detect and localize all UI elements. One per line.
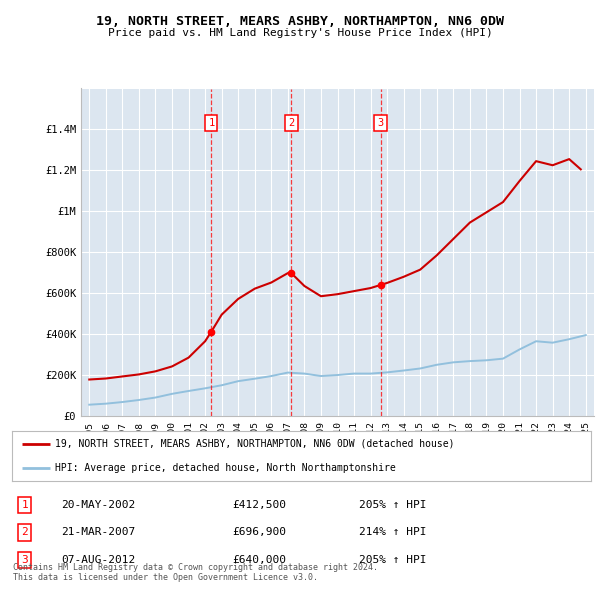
Text: 1: 1 — [22, 500, 28, 510]
Text: 205% ↑ HPI: 205% ↑ HPI — [359, 500, 427, 510]
Text: 214% ↑ HPI: 214% ↑ HPI — [359, 527, 427, 537]
Text: 2: 2 — [22, 527, 28, 537]
Text: 3: 3 — [22, 555, 28, 565]
Text: 205% ↑ HPI: 205% ↑ HPI — [359, 555, 427, 565]
Text: 1: 1 — [208, 118, 215, 128]
Text: 21-MAR-2007: 21-MAR-2007 — [61, 527, 136, 537]
Text: 20-MAY-2002: 20-MAY-2002 — [61, 500, 136, 510]
Text: Price paid vs. HM Land Registry's House Price Index (HPI): Price paid vs. HM Land Registry's House … — [107, 28, 493, 38]
Text: 3: 3 — [377, 118, 383, 128]
Text: HPI: Average price, detached house, North Northamptonshire: HPI: Average price, detached house, Nort… — [55, 463, 396, 473]
Text: £412,500: £412,500 — [232, 500, 286, 510]
Text: Contains HM Land Registry data © Crown copyright and database right 2024.
This d: Contains HM Land Registry data © Crown c… — [13, 563, 378, 582]
Text: £640,000: £640,000 — [232, 555, 286, 565]
Text: 19, NORTH STREET, MEARS ASHBY, NORTHAMPTON, NN6 0DW (detached house): 19, NORTH STREET, MEARS ASHBY, NORTHAMPT… — [55, 439, 455, 449]
Text: 19, NORTH STREET, MEARS ASHBY, NORTHAMPTON, NN6 0DW: 19, NORTH STREET, MEARS ASHBY, NORTHAMPT… — [96, 15, 504, 28]
Text: £696,900: £696,900 — [232, 527, 286, 537]
Text: 2: 2 — [289, 118, 295, 128]
Text: 07-AUG-2012: 07-AUG-2012 — [61, 555, 136, 565]
